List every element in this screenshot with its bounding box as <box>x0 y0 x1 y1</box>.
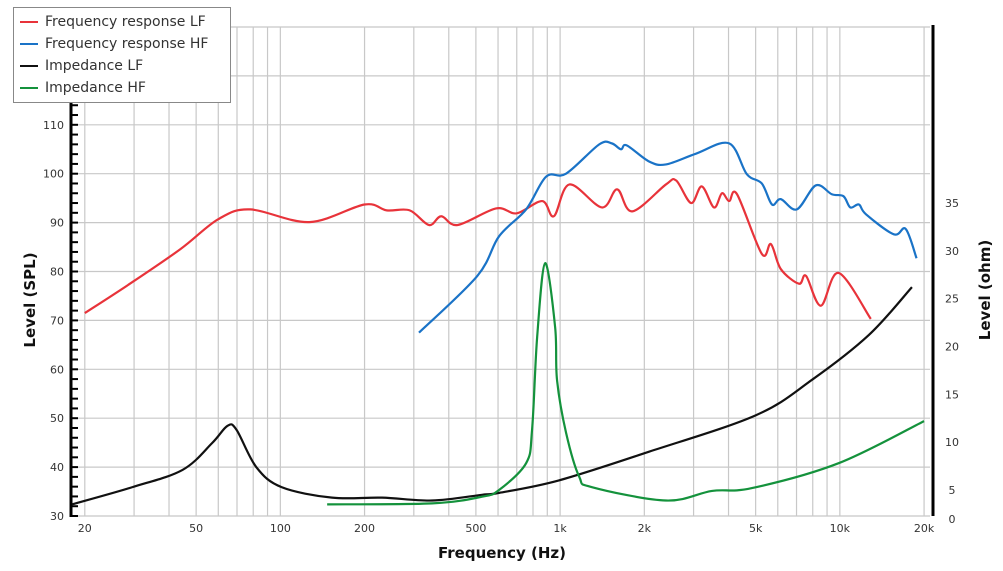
x-tick-label: 5k <box>749 522 763 535</box>
legend-swatch <box>20 65 38 67</box>
legend-item: Frequency response LF <box>20 11 230 33</box>
legend-item: Impedance LF <box>20 55 230 77</box>
legend-swatch <box>20 43 38 45</box>
legend-swatch <box>20 21 38 23</box>
legend-item: Frequency response HF <box>20 33 230 55</box>
x-tick-label: 100 <box>270 522 291 535</box>
series-line-frequency-response-lf <box>84 177 872 320</box>
y-tick-label: 60 <box>50 363 64 376</box>
y-right-tick-label: 20 <box>945 340 959 353</box>
legend-swatch <box>20 87 38 89</box>
y-right-tick-label: 25 <box>945 293 959 306</box>
legend: Frequency response LF Frequency response… <box>13 7 231 103</box>
y-right-tick-label: 35 <box>945 197 959 210</box>
x-axis-label: Frequency (Hz) <box>438 544 566 562</box>
y-tick-label: 50 <box>50 412 64 425</box>
y-axis-label: Level (SPL) <box>21 252 39 347</box>
axes: 30 40 50 60 70 80 90 100 110 0 5 10 15 20 25 30 35 20 50 10… <box>43 25 959 535</box>
series-group <box>71 140 925 506</box>
y-tick-label: 80 <box>50 266 64 279</box>
grid <box>72 26 930 517</box>
y-right-tick-label: 10 <box>945 436 959 449</box>
y-right-tick-label: 15 <box>945 388 959 401</box>
legend-label: Frequency response LF <box>45 14 206 30</box>
y-tick-label: 100 <box>43 168 64 181</box>
x-tick-label: 200 <box>354 522 375 535</box>
y-tick-label: 30 <box>50 510 64 523</box>
legend-label: Impedance LF <box>45 58 144 74</box>
x-tick-label: 50 <box>189 522 203 535</box>
y-right-tick-label: 0 <box>949 513 956 526</box>
series-line-frequency-response-hf <box>418 140 918 334</box>
y-tick-label: 90 <box>50 217 64 230</box>
series-line-impedance-lf <box>71 286 913 506</box>
y-tick-label: 70 <box>50 314 64 327</box>
y-right-tick-label: 5 <box>949 484 956 497</box>
x-tick-label: 500 <box>465 522 486 535</box>
x-tick-label: 20 <box>78 522 92 535</box>
legend-label: Impedance HF <box>45 80 146 96</box>
x-tick-label: 2k <box>638 522 652 535</box>
x-tick-label: 1k <box>553 522 567 535</box>
x-tick-label: 20k <box>914 522 935 535</box>
y-right-axis-label: Level (ohm) <box>976 240 994 340</box>
y-tick-label: 110 <box>43 119 64 132</box>
y-tick-label: 40 <box>50 461 64 474</box>
x-tick-label: 10k <box>830 522 851 535</box>
legend-label: Frequency response HF <box>45 36 209 52</box>
legend-item: Impedance HF <box>20 77 230 99</box>
series-line-impedance-hf <box>327 262 925 506</box>
y-right-tick-label: 30 <box>945 245 959 258</box>
